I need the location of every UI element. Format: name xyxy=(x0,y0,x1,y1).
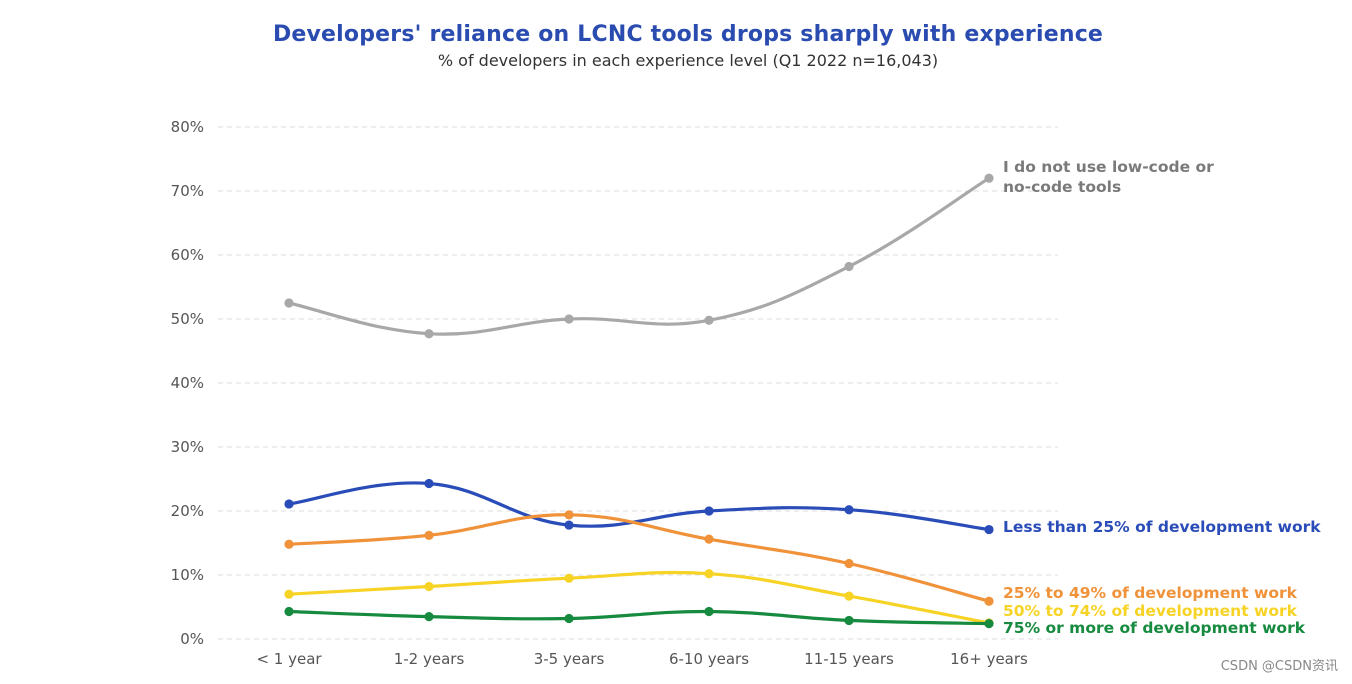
data-point xyxy=(704,534,714,544)
data-point xyxy=(564,573,574,583)
data-point xyxy=(844,615,854,626)
data-point xyxy=(844,558,854,569)
y-axis-tick-labels: 0% 10% 20% 30% 40% 50% 60% 70% 80% xyxy=(171,118,204,648)
data-point xyxy=(284,298,294,308)
x-axis-tick-labels: < 1 year 1-2 years 3-5 years 6-10 years 11-1… xyxy=(256,650,1028,668)
data-point xyxy=(564,520,574,530)
y-tick-label: 70% xyxy=(171,182,204,200)
data-point xyxy=(424,329,434,339)
grid-lines xyxy=(218,126,1058,640)
data-point xyxy=(284,499,294,509)
y-tick-label: 30% xyxy=(171,438,204,456)
series-line xyxy=(287,609,991,626)
data-point xyxy=(844,591,854,601)
x-tick-label: 6-10 years xyxy=(669,650,749,668)
series-end-labels: I do not use low-code or no-code tools Les… xyxy=(1003,158,1321,637)
y-tick-label: 20% xyxy=(171,502,204,520)
watermark: CSDN @CSDN资讯 xyxy=(1220,659,1338,674)
series-label: no-code tools xyxy=(1003,178,1121,196)
data-point xyxy=(284,606,294,617)
series-label: I do not use low-code or xyxy=(1003,158,1214,176)
data-point xyxy=(984,524,994,535)
data-point xyxy=(424,581,434,592)
x-tick-label: 11-15 years xyxy=(804,650,894,668)
data-point xyxy=(704,569,714,579)
data-point xyxy=(984,596,994,606)
data-point xyxy=(984,619,994,629)
x-tick-label: 16+ years xyxy=(950,650,1028,668)
chart-title: Developers' reliance on LCNC tools drops… xyxy=(272,22,1104,47)
data-point xyxy=(564,613,574,624)
y-tick-label: 50% xyxy=(171,310,204,328)
y-tick-label: 60% xyxy=(171,246,204,264)
data-point xyxy=(844,505,854,515)
series-line xyxy=(287,176,991,336)
series-label: Less than 25% of development work xyxy=(1003,518,1321,536)
data-point xyxy=(284,589,294,599)
y-tick-label: 40% xyxy=(171,374,204,392)
series-label: 25% to 49% of development work xyxy=(1003,584,1298,602)
chart-subtitle: % of developers in each experience level… xyxy=(437,51,939,70)
y-tick-label: 10% xyxy=(171,566,204,584)
x-tick-label: < 1 year xyxy=(256,650,322,668)
series-label: 50% to 74% of development work xyxy=(1003,602,1298,620)
data-point xyxy=(424,612,434,622)
data-point xyxy=(704,315,714,325)
data-point xyxy=(284,539,294,549)
series-label: 75% or more of development work xyxy=(1003,619,1306,637)
y-tick-label: 0% xyxy=(180,630,204,648)
data-point xyxy=(564,314,574,324)
data-point xyxy=(844,261,854,272)
x-tick-label: 1-2 years xyxy=(394,650,465,668)
y-tick-label: 80% xyxy=(171,118,204,136)
data-point xyxy=(424,478,434,489)
series-lines xyxy=(284,173,994,629)
data-point xyxy=(704,606,714,617)
series-line xyxy=(287,570,991,625)
data-point xyxy=(564,510,574,520)
data-point xyxy=(424,530,434,540)
data-point xyxy=(704,506,714,516)
x-tick-label: 3-5 years xyxy=(534,650,605,668)
series-line xyxy=(287,513,991,603)
data-point xyxy=(984,173,994,183)
